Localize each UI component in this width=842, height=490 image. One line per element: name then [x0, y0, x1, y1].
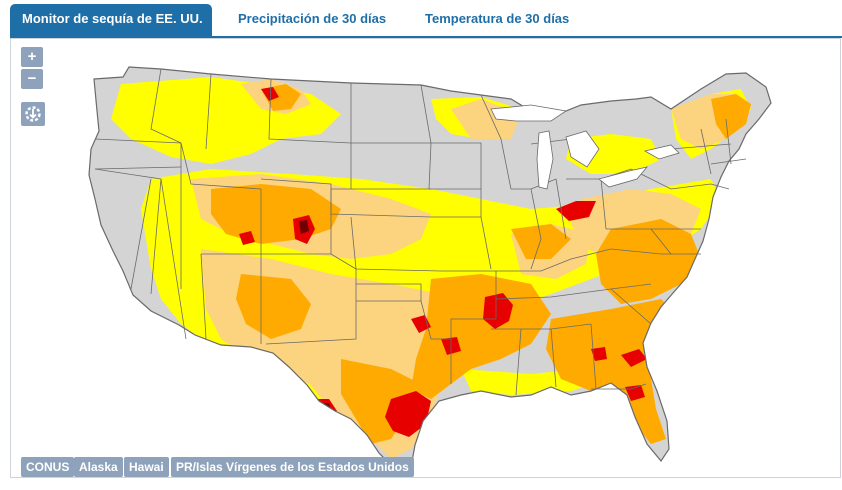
zoom-out-button[interactable]: −: [21, 69, 43, 89]
map-tab-bar: Monitor de sequía de EE. UU. Precipitaci…: [10, 0, 842, 38]
drought-d3-areas: [239, 87, 647, 437]
download-gear-icon[interactable]: [21, 102, 45, 126]
zoom-in-button[interactable]: +: [21, 47, 43, 67]
state-borders: [88, 66, 772, 470]
map-frame[interactable]: + − CONUS Alaska Hawai PR/Islas Vírgenes…: [10, 38, 841, 478]
great-lakes: [490, 104, 680, 190]
drought-map[interactable]: [11, 39, 840, 477]
region-conus-button[interactable]: CONUS: [21, 457, 75, 477]
region-alaska-button[interactable]: Alaska: [74, 457, 123, 477]
region-hawaii-button[interactable]: Hawai: [124, 457, 169, 477]
tab-drought-monitor[interactable]: Monitor de sequía de EE. UU.: [10, 4, 212, 36]
region-puerto-rico-button[interactable]: PR/Islas Vírgenes de los Estados Unidos: [171, 457, 414, 477]
tab-30-day-precipitation[interactable]: Precipitación de 30 días: [238, 11, 387, 26]
tab-30-day-temperature[interactable]: Temperatura de 30 días: [425, 11, 570, 26]
